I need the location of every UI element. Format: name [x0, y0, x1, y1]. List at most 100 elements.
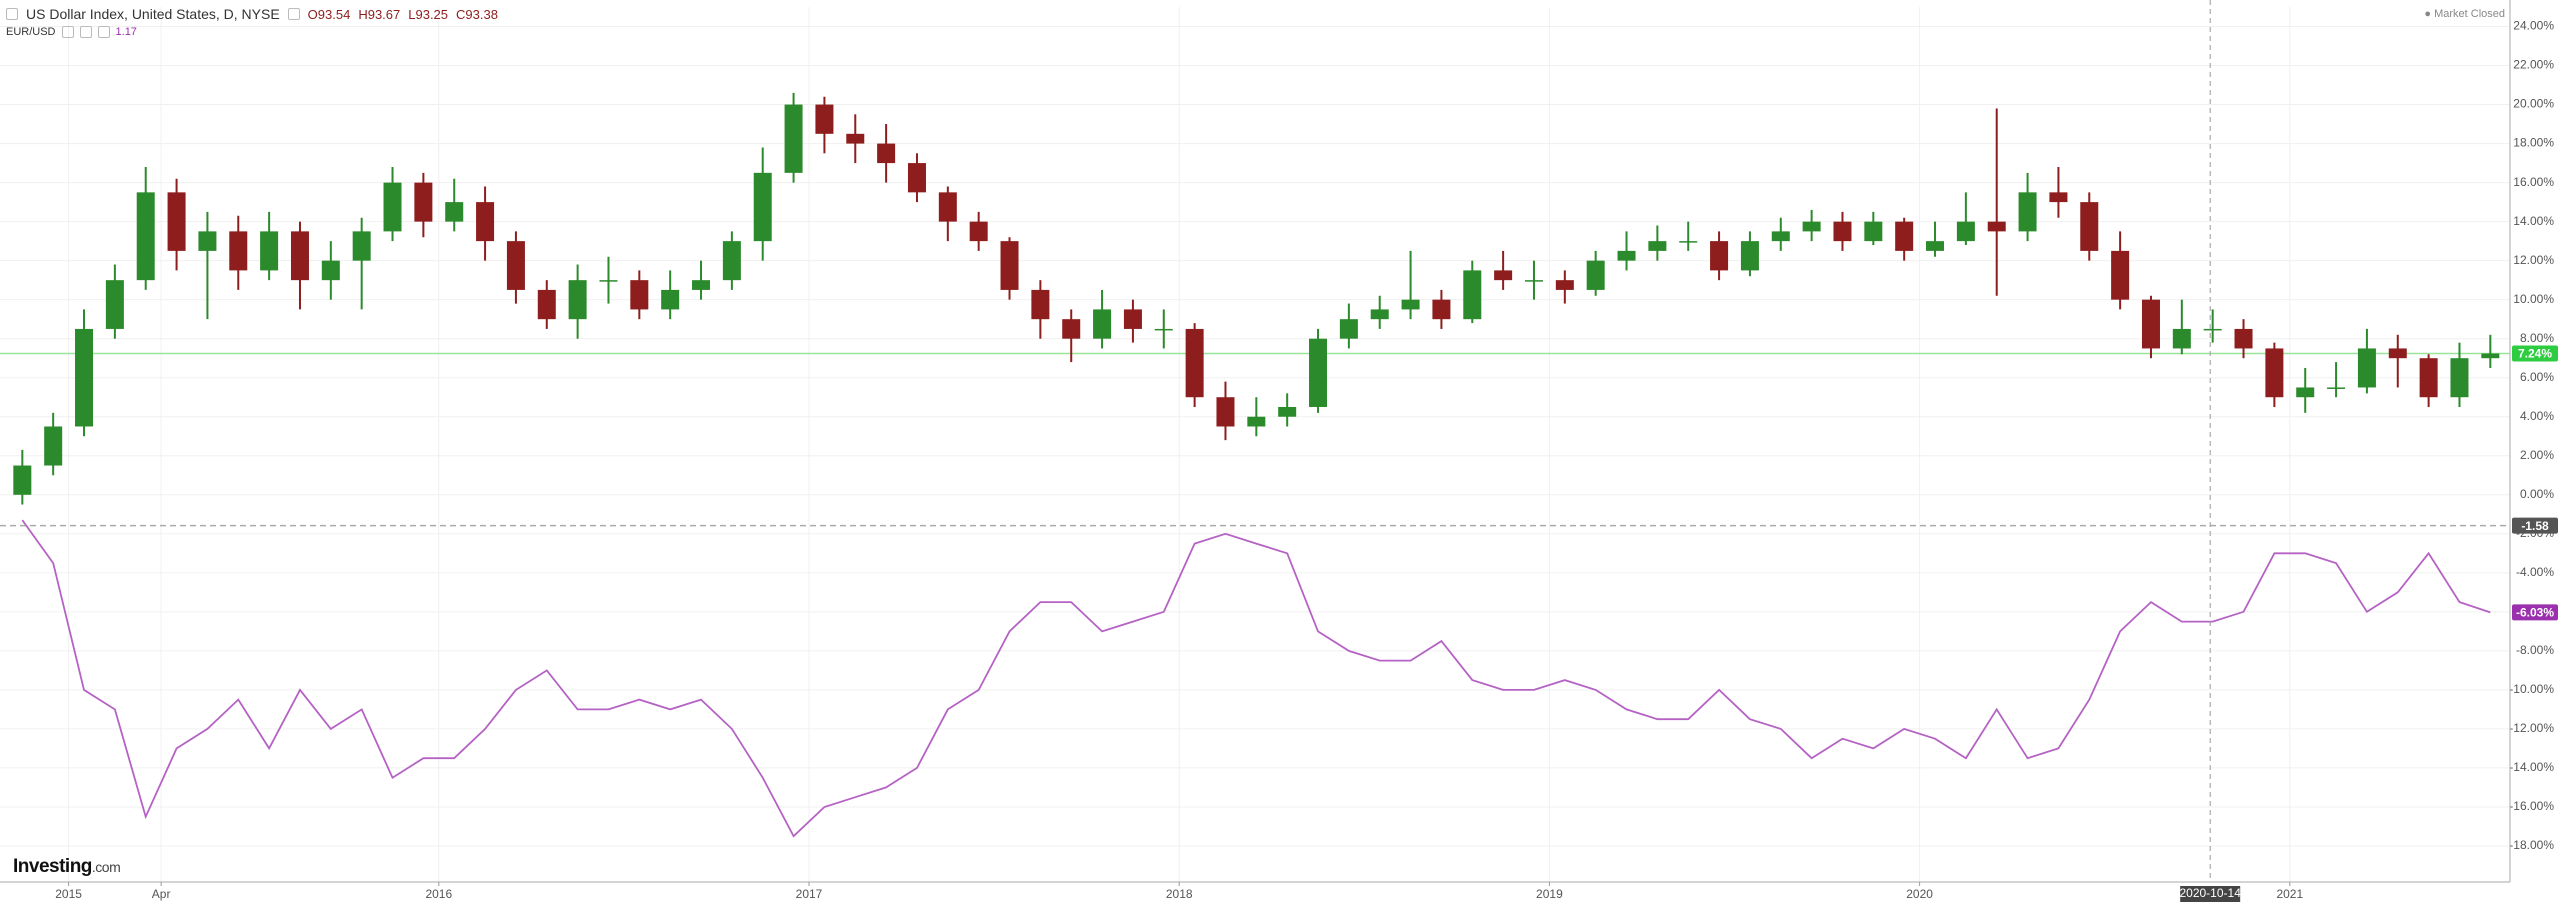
candle-body	[1370, 309, 1389, 320]
candle-body	[661, 289, 680, 310]
y-tick-label: -12.00%	[2509, 721, 2554, 735]
candle-body	[2080, 202, 2099, 251]
candle-body	[75, 328, 94, 427]
y-tick-label: 12.00%	[2513, 253, 2554, 267]
candle-body	[1864, 221, 1883, 242]
compare-line	[21, 519, 2491, 838]
price-label-box	[2512, 604, 2558, 621]
y-tick-label: 10.00%	[2513, 292, 2554, 306]
y-tick-label: 20.00%	[2513, 97, 2554, 111]
compare-icon[interactable]	[61, 26, 74, 38]
candle-body	[1524, 280, 1543, 282]
candle-body	[2450, 358, 2469, 398]
candle-body	[1247, 416, 1266, 427]
x-tick-label: 2021	[2276, 887, 2303, 901]
x-tick-label: 2018	[1166, 887, 1193, 901]
candle-body	[105, 280, 124, 329]
compare-header: EUR/USD 1.17	[6, 26, 137, 38]
candle-body	[1895, 221, 1914, 251]
compare-value: 1.17	[115, 26, 137, 38]
y-tick-label: 18.00%	[2513, 136, 2554, 150]
settings-icon[interactable]	[287, 8, 300, 20]
candle-body	[1031, 289, 1050, 320]
crosshair-label-box	[2180, 886, 2241, 902]
y-tick-label: -4.00%	[2516, 565, 2554, 579]
candle-body	[2388, 348, 2407, 359]
y-tick-label: 24.00%	[2513, 19, 2554, 33]
candle-body	[2296, 387, 2315, 398]
candle-body	[1154, 328, 1173, 331]
candle-body	[290, 231, 309, 281]
candle-body	[506, 241, 525, 290]
candle-body	[476, 202, 495, 242]
ohlc-close: C93.38	[456, 6, 498, 22]
ohlc-high: H93.67	[358, 6, 401, 22]
candle-body	[2419, 358, 2438, 398]
plot	[0, 92, 2510, 838]
compare-icon[interactable]	[97, 26, 110, 38]
candle-body	[1093, 309, 1112, 339]
candle-body	[969, 221, 988, 242]
candle-body	[260, 231, 279, 271]
candle-body	[907, 163, 926, 193]
candle-body	[2481, 353, 2500, 359]
candle-body	[784, 104, 803, 173]
candle-body	[1062, 319, 1081, 339]
y-tick-label: -16.00%	[2509, 799, 2554, 813]
candle-body	[1401, 299, 1420, 310]
candle-body	[2049, 192, 2068, 203]
candle-body	[1679, 241, 1698, 243]
candle-body	[2265, 348, 2284, 398]
candle-body	[2018, 192, 2037, 232]
ohlc-low: L93.25	[408, 6, 449, 22]
candle-body	[722, 241, 741, 281]
candle-body	[2141, 299, 2160, 349]
candle-body	[198, 231, 217, 251]
x-tick-label: 2017	[796, 887, 823, 901]
crosshair-label: 2020-10-14	[2179, 886, 2241, 900]
candle-body	[537, 289, 556, 320]
price-label-box	[2512, 345, 2558, 362]
candle-body	[352, 231, 371, 261]
y-tick-label: -18.00%	[2509, 838, 2554, 852]
candle-body	[445, 202, 464, 222]
compare-symbol: EUR/USD	[6, 26, 56, 38]
price-label: 7.24%	[2518, 347, 2552, 361]
y-tick-label: 4.00%	[2520, 409, 2554, 423]
candle-body	[383, 182, 402, 232]
candle-body	[938, 192, 957, 222]
x-tick-label: 2016	[425, 887, 452, 901]
candle-body	[1278, 406, 1297, 417]
candle-body	[846, 133, 865, 144]
candle-body	[44, 426, 63, 466]
candle-body	[1494, 270, 1513, 281]
candle-body	[1216, 397, 1235, 427]
candle-body	[1617, 250, 1636, 261]
candle-body	[692, 280, 711, 290]
candle-body	[13, 465, 32, 495]
candle-body	[1432, 299, 1451, 320]
candle-body	[815, 104, 834, 134]
logo-suffix: .com	[91, 859, 121, 875]
y-tick-label: -14.00%	[2509, 760, 2554, 774]
y-tick-label: -8.00%	[2516, 643, 2554, 657]
collapse-icon[interactable]	[6, 8, 18, 20]
compare-icon[interactable]	[79, 26, 92, 38]
candle-body	[1000, 241, 1019, 290]
candle-body	[1648, 241, 1667, 251]
candle-body	[1956, 221, 1975, 242]
candle-body	[1926, 241, 1945, 251]
candle-body	[568, 280, 587, 320]
candle-body	[877, 143, 896, 164]
candle-body	[1586, 260, 1605, 290]
price-label: -1.58	[2521, 519, 2549, 533]
candle-body	[2234, 328, 2253, 349]
candle-body	[2172, 328, 2191, 349]
y-tick-label: 6.00%	[2520, 370, 2554, 384]
candle-body	[2203, 328, 2222, 331]
candle-body	[1771, 231, 1790, 242]
candle-body	[1555, 280, 1574, 290]
price-label: -6.03%	[2516, 606, 2554, 620]
header: US Dollar Index, United States, D, NYSE …	[6, 6, 498, 22]
